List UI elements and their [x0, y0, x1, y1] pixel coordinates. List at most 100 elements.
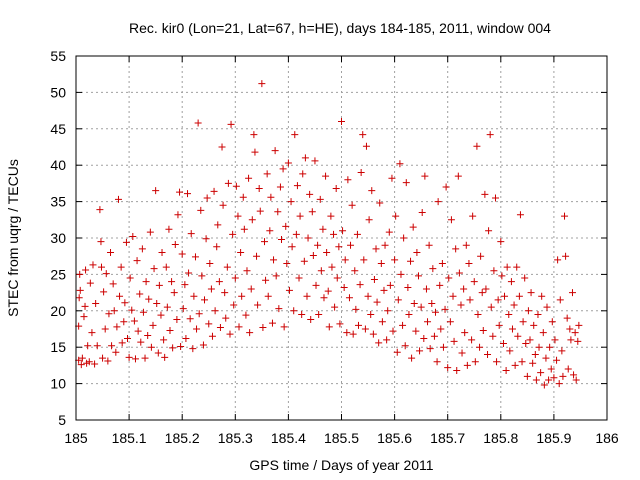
plot-frame [75, 55, 608, 421]
data-point [460, 285, 468, 293]
data-point [380, 286, 388, 294]
data-point [359, 131, 367, 139]
data-point [275, 305, 283, 313]
data-point [494, 296, 502, 304]
data-point [389, 327, 397, 335]
data-point [348, 201, 356, 209]
data-point [442, 183, 450, 191]
data-point [317, 267, 325, 275]
data-point [490, 267, 498, 275]
data-point [276, 183, 284, 191]
data-point [479, 326, 487, 334]
data-point [417, 303, 425, 311]
data-point [393, 348, 401, 356]
data-point [332, 184, 340, 192]
data-point [88, 329, 96, 337]
data-point [125, 353, 133, 361]
data-point [300, 257, 308, 265]
data-point [205, 320, 213, 328]
data-point [120, 318, 128, 326]
data-point [266, 227, 274, 235]
data-point [360, 256, 368, 264]
data-point [256, 207, 264, 215]
data-point [221, 289, 229, 297]
data-point [174, 211, 182, 219]
data-point [170, 289, 178, 297]
data-point [208, 332, 216, 340]
data-point [93, 342, 101, 350]
data-point [165, 225, 173, 233]
data-point [497, 238, 505, 246]
data-point [545, 376, 553, 384]
data-point [138, 245, 146, 253]
data-point [287, 198, 295, 206]
data-point [506, 347, 514, 355]
data-point [194, 119, 202, 127]
data-point [179, 305, 187, 313]
data-point [452, 245, 460, 253]
data-point [333, 274, 341, 282]
data-point [242, 311, 250, 319]
data-point [184, 190, 192, 198]
data-point [282, 222, 290, 230]
data-point [324, 287, 332, 295]
data-point [126, 274, 134, 282]
data-point [438, 259, 446, 267]
data-point [367, 310, 375, 318]
data-point [149, 321, 157, 329]
data-point [493, 358, 501, 366]
data-point [284, 159, 292, 167]
data-point [150, 265, 158, 273]
data-point [396, 160, 404, 168]
data-point [177, 342, 185, 350]
data-point [238, 292, 246, 300]
data-point [407, 257, 415, 265]
data-point [136, 290, 144, 298]
data-point [498, 272, 506, 280]
data-point [378, 318, 386, 326]
data-point [513, 263, 521, 271]
data-point [571, 329, 579, 337]
data-point [558, 347, 566, 355]
y-tick-label: 45 [50, 121, 66, 137]
y-tick-label: 25 [50, 266, 66, 282]
data-point [418, 209, 426, 217]
data-point [107, 249, 115, 257]
data-point [361, 325, 369, 333]
data-point [323, 249, 331, 257]
data-point [561, 212, 569, 220]
data-point [447, 216, 455, 224]
data-point [227, 120, 235, 128]
data-point [400, 234, 408, 242]
data-point [234, 212, 242, 220]
data-point [449, 292, 457, 300]
data-point [307, 316, 315, 324]
data-point [296, 212, 304, 220]
data-point [550, 374, 558, 382]
data-point [422, 285, 430, 293]
data-point [320, 294, 328, 302]
data-point [527, 289, 535, 297]
data-point [77, 361, 85, 369]
x-tick-label: 185.6 [377, 430, 412, 446]
data-point [185, 269, 193, 277]
data-point [218, 143, 226, 151]
data-point [262, 276, 270, 284]
data-point [502, 366, 510, 374]
data-point [394, 296, 402, 304]
data-point [463, 361, 471, 369]
data-point [553, 356, 561, 364]
data-point [178, 250, 186, 258]
chart-title: Rec. kir0 (Lon=21, Lat=67, h=HE), days 1… [129, 20, 551, 36]
data-point [267, 193, 275, 201]
data-point [450, 337, 458, 345]
data-point [206, 259, 214, 267]
data-point [343, 329, 351, 337]
data-point [216, 324, 224, 332]
data-point [152, 187, 160, 195]
data-point [243, 267, 251, 275]
data-point [198, 272, 206, 280]
data-point [568, 289, 576, 297]
data-point [482, 285, 490, 293]
data-point [139, 308, 147, 316]
